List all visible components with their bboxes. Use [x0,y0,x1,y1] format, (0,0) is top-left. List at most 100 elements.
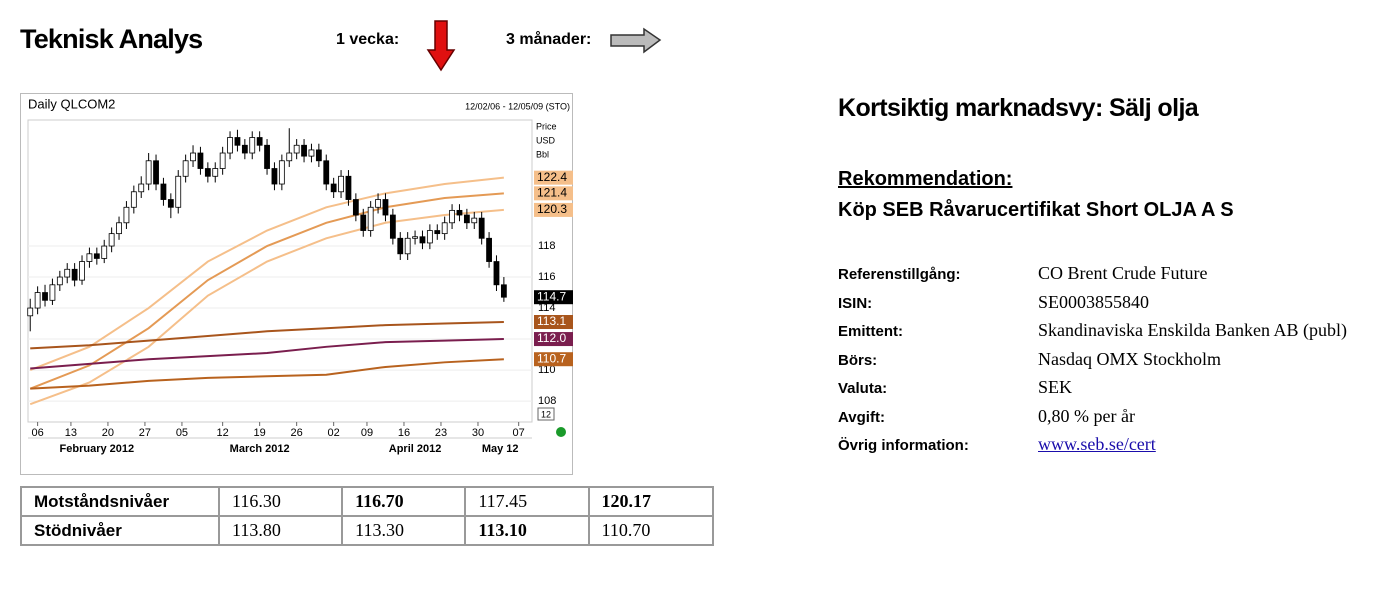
y-tick-label: 114 [538,302,556,314]
status-dot [556,427,566,437]
candle-body [79,261,85,281]
candle-body [278,160,285,185]
price-label-box [534,186,573,201]
candle-body [167,199,174,208]
price-label: 122.4 [537,170,567,184]
candle-body [389,214,396,239]
candle-body [49,284,56,301]
rec-label: Rekommendation: [838,168,1013,190]
x-tick-label: 07 [513,427,525,439]
candle-body [404,237,411,255]
candle-body [219,152,226,169]
x-tick-label: 12 [217,427,229,439]
price-label: 113.1 [537,314,566,328]
candle-body [153,160,159,185]
table-cell: Stödnivåer [20,515,220,546]
down-arrow [426,20,456,72]
y-tick-label: 110 [538,364,556,376]
candle-body [412,236,418,239]
price-label: 121.4 [537,186,567,200]
y-tick-label: 116 [538,271,556,283]
info-label: Referenstillgång: [838,266,961,283]
title: Teknisk Analys [20,24,203,54]
info-value: Nasdaq OMX Stockholm [1038,348,1221,369]
info-link[interactable]: www.seb.se/cert [1038,434,1156,454]
y-tick-label: 108 [538,395,556,407]
candle-body [426,230,433,244]
candle-body [419,236,426,244]
annotation: 12 [541,409,551,419]
price-label: 112.0 [537,331,566,345]
candle-body [315,149,322,162]
candle-body [182,160,189,177]
table-cell: 110.70 [587,515,715,546]
x-tick-label: 13 [65,427,77,439]
chart-title: Daily QLCOM2 [28,96,115,111]
table-cell: 113.80 [217,515,344,546]
candle-body [234,137,241,146]
info-label: Avgift: [838,408,885,426]
candle-body [190,152,196,162]
rec-text: Köp SEB Råvarucertifikat Short OLJA A S [838,199,1234,221]
y-label: Price [536,121,557,131]
table-cell: 113.10 [464,515,590,546]
moving-average [30,358,504,390]
info-value: CO Brent Crude Future [1038,263,1208,283]
table-cell: 116.70 [341,486,467,517]
candle-body [308,149,315,157]
candle-body [338,175,344,193]
x-tick-label: 26 [291,427,303,439]
moving-average [29,208,504,406]
candle-body [123,206,130,224]
table-cell: 116.30 [217,486,344,517]
price-label-box [534,290,573,305]
candle-body [160,183,167,200]
x-tick-label: 06 [31,427,43,439]
candle-body [286,152,293,162]
x-tick-label: 09 [361,427,373,439]
candle-body [345,175,352,200]
candle-body [271,168,278,185]
candle-body [212,168,219,177]
candle-body [367,206,374,231]
levels-table: Motståndsnivåer 116.30 116.70 117.45 120.17 S… [20,486,715,546]
x-tick-label: 16 [398,427,410,439]
candle-body [42,292,48,301]
candle-body [175,175,182,208]
table-row: Stödnivåer 113.80 113.30 113.10 110.70 [20,515,715,546]
candle-body [241,144,248,154]
moving-average [29,176,504,371]
candle-body [56,276,63,286]
moving-average [30,338,504,370]
candle-body [227,137,233,154]
price-label: 114.7 [537,289,566,303]
week-label: 1 vecka: [336,31,400,48]
info-label: ISIN: [838,294,873,312]
chart: Daily QLCOM2 12/02/06 - 12/05/09 (STO) P… [20,93,573,475]
candle-body [493,261,500,286]
y-tick-label: 118 [538,240,556,252]
candle-body [34,292,41,309]
moving-average [30,321,504,350]
candle-body [197,152,204,169]
candle-body [138,183,145,193]
candle-body [101,245,108,259]
x-tick-label: 30 [472,427,484,439]
info-value: SEK [1038,377,1073,397]
candle-body [397,237,404,255]
candle-body [382,199,389,216]
x-tick-label: 19 [254,427,266,439]
months-label: 3 månader: [506,31,592,48]
candle-body [293,144,300,154]
candle-body [471,217,478,224]
candle-body [449,209,455,224]
month-label: February 2012 [60,443,135,455]
x-tick-label: 20 [102,427,114,439]
x-tick-label: 27 [139,427,151,439]
table-cell: 120.17 [587,486,715,517]
x-tick-label: 05 [176,427,188,439]
candle-body [249,137,256,154]
chart-subtitle: 12/02/06 - 12/05/09 (STO) [465,101,570,111]
candle-body [130,191,137,208]
